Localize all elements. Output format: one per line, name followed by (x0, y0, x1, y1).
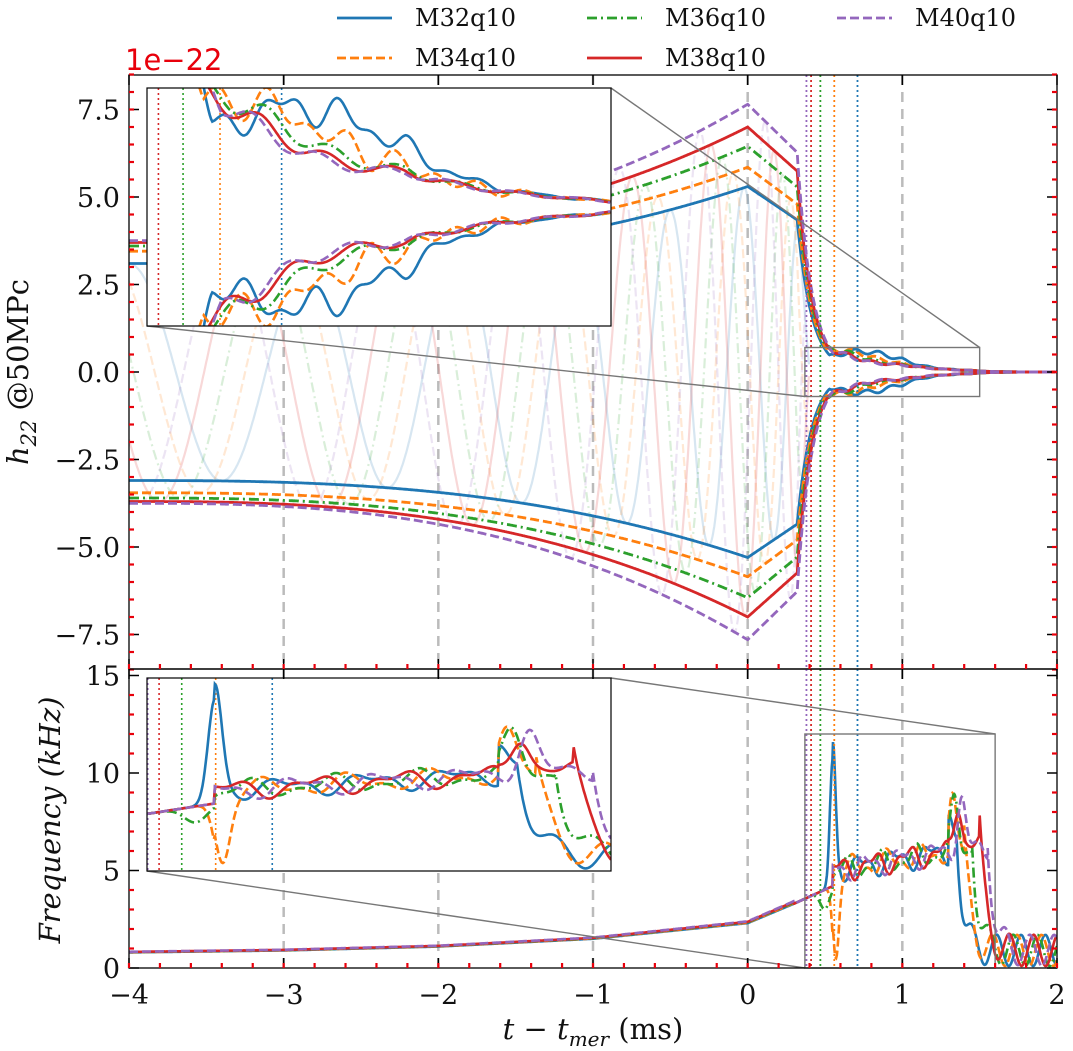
bottom-y-tick-label: 0 (103, 954, 120, 985)
bottom-frequency-curves (129, 741, 1057, 968)
frequency-curve-M40q10 (129, 794, 1057, 968)
legend-label-M34q10: M34q10 (415, 44, 516, 72)
top-y-axis-label: h22 @50MPc (1, 279, 41, 465)
top-inset-frame (146, 87, 612, 327)
bottom-inset (146, 677, 612, 872)
lower-envelope-M32q10 (129, 370, 1057, 560)
top-inset-lower-M40q10 (210, 210, 611, 326)
x-tick-label: −1 (573, 980, 613, 1011)
x-tick-label: −2 (418, 980, 458, 1011)
oscillation-M36q10 (129, 155, 810, 593)
top-y-label-rest: @50MPc (1, 279, 35, 420)
top-zoom-connector-upper (610, 87, 981, 349)
bottom-y-axis-label: Frequency (kHz) (33, 697, 67, 945)
offset-multiplier-text: 1e−22 (125, 43, 223, 77)
top-y-tick-label: 2.5 (77, 271, 120, 302)
bottom-inset-curve-M38q10 (147, 742, 611, 861)
top-y-ticks: −7.5 −5.0 −2.5 0.0 2.5 5.0 7.5 (54, 73, 1057, 671)
x-axis-label: t − tmer (ms) (503, 1012, 684, 1051)
top-inset-plot (157, 88, 611, 326)
bottom-inset-curve-M40q10 (147, 728, 611, 840)
x-label-main: t − t (503, 1012, 569, 1046)
legend-label-M36q10: M36q10 (665, 4, 766, 32)
top-y-tick-label: −7.5 (54, 621, 120, 652)
x-tick-label: 1 (894, 980, 911, 1011)
top-merger-markers (805, 75, 859, 669)
top-zoom-box (804, 346, 981, 398)
bottom-y-tick-label: 5 (103, 857, 120, 888)
legend: M32q10 M36q10 M40q10 M34q10 M38q10 (337, 4, 1016, 72)
bottom-zoom-connector-upper (610, 677, 996, 735)
top-y-tick-label: 7.5 (77, 96, 120, 127)
top-y-tick-label: −5.0 (54, 533, 120, 564)
legend-label-M40q10: M40q10 (915, 4, 1016, 32)
x-label-sub: mer (569, 1027, 611, 1051)
bottom-panel: 0 5 10 15 (86, 662, 1058, 985)
top-inset-background (147, 88, 611, 326)
oscillation-M34q10 (129, 171, 810, 565)
legend-label-M38q10: M38q10 (665, 44, 766, 72)
top-inset-upper-M40q10 (210, 88, 611, 204)
x-tick-label: −3 (264, 980, 304, 1011)
top-zoom-connector-lower (146, 325, 805, 398)
x-label-rest: (ms) (609, 1012, 683, 1046)
top-y-label-main: h (1, 446, 35, 465)
top-y-label-sub: 22 (17, 420, 41, 448)
top-inset (146, 87, 612, 327)
top-y-tick-label: 0.0 (77, 358, 120, 389)
x-tick-label: 0 (739, 980, 756, 1011)
x-axis: −4 −3 −2 −1 0 1 2 (109, 75, 1066, 1011)
top-y-tick-label: 5.0 (77, 183, 120, 214)
lower-envelope-M40q10 (129, 370, 1057, 642)
x-tick-label: 2 (1048, 980, 1065, 1011)
bottom-y-tick-label: 15 (86, 662, 120, 693)
bottom-inset-plot (147, 678, 611, 871)
legend-label-M32q10: M32q10 (415, 4, 516, 32)
top-panel: −7.5 −5.0 −2.5 0.0 2.5 5.0 7.5 (54, 73, 1058, 671)
bottom-y-ticks: 0 5 10 15 (86, 662, 1057, 985)
bottom-y-tick-label: 10 (86, 759, 120, 790)
bottom-inset-frame (146, 677, 612, 872)
top-y-tick-label: −2.5 (54, 446, 120, 477)
bottom-zoom-connector-lower (146, 870, 805, 969)
top-vertical-guides (282, 75, 904, 669)
bottom-inset-curve-M36q10 (147, 726, 611, 856)
x-tick-label: −4 (109, 980, 149, 1011)
top-zoom-indicator (146, 87, 981, 398)
